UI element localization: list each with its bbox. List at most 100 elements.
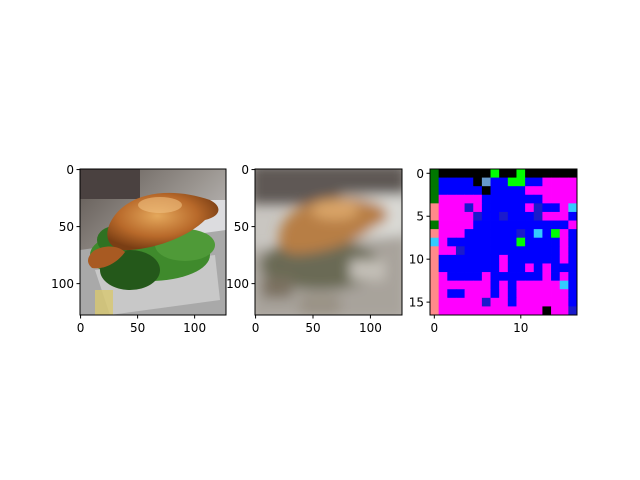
heatmap-cell	[499, 203, 509, 213]
heatmap-cell	[490, 254, 500, 264]
heatmap-cell	[568, 229, 577, 239]
heatmap-cell	[455, 203, 465, 213]
heatmap-cell	[464, 280, 474, 290]
heatmap-cell	[447, 211, 457, 221]
heatmap-cell	[551, 169, 561, 178]
heatmap-cell	[525, 289, 535, 299]
heatmap-cell	[525, 203, 535, 213]
heatmap-cell	[533, 297, 543, 307]
heatmap-cell	[455, 306, 465, 315]
heatmap-cell	[438, 246, 448, 256]
heatmap-cell	[525, 272, 535, 282]
heatmap-cell	[464, 272, 474, 282]
heatmap-cell	[438, 211, 448, 221]
heatmap-cell	[473, 186, 483, 196]
heatmap-cell	[533, 194, 543, 204]
heatmap-cell	[499, 177, 509, 187]
heatmap-cell	[499, 297, 509, 307]
heatmap-cell	[542, 306, 552, 315]
heatmap-cell	[481, 297, 491, 307]
heatmap-cell	[447, 289, 457, 299]
heatmap-cell	[481, 306, 491, 315]
heatmap-cell	[447, 306, 457, 315]
heatmap-cell	[490, 237, 500, 247]
heatmap-cell	[533, 177, 543, 187]
heatmap-cell	[542, 229, 552, 239]
heatmap-cell	[481, 254, 491, 264]
heatmap-cell	[533, 169, 543, 178]
heatmap-cell	[447, 169, 457, 178]
x-tick-label: 100	[359, 321, 382, 335]
heatmap-cell	[542, 237, 552, 247]
heatmap-cell	[542, 186, 552, 196]
heatmap-cell	[533, 186, 543, 196]
heatmap-cell	[542, 254, 552, 264]
heatmap-cell	[568, 297, 577, 307]
heatmap-cell	[447, 280, 457, 290]
heatmap-cell	[542, 203, 552, 213]
heatmap-cell	[516, 220, 526, 230]
heatmap-cell	[559, 194, 569, 204]
heatmap-cell	[525, 211, 535, 221]
heatmap-cell	[525, 297, 535, 307]
heatmap-cell	[551, 280, 561, 290]
x-tick-label: 50	[305, 321, 320, 335]
heatmap-cell	[490, 229, 500, 239]
heatmap-cell	[430, 186, 440, 196]
heatmap-cell	[490, 211, 500, 221]
heatmap-cell	[499, 169, 509, 178]
heatmap-cell	[438, 194, 448, 204]
heatmap-cell	[516, 229, 526, 239]
heatmap-cell	[516, 254, 526, 264]
x-tick-label: 0	[77, 321, 85, 335]
x-tick-label: 0	[252, 321, 260, 335]
heatmap-cell	[490, 280, 500, 290]
heatmap-cell	[533, 229, 543, 239]
heatmap-panel: 0 10 0 5 10 15	[409, 167, 578, 335]
heatmap-cell	[507, 246, 517, 256]
heatmap-cell	[464, 246, 474, 256]
heatmap-cell	[430, 169, 440, 178]
heatmap-cells	[430, 169, 577, 315]
heatmap-cell	[507, 229, 517, 239]
y-tick-label: 0	[241, 163, 249, 177]
heatmap-cell	[568, 246, 577, 256]
heatmap-cell	[568, 220, 577, 230]
heatmap-cell	[464, 220, 474, 230]
y-tick-label: 5	[416, 210, 424, 224]
x-tick-label: 0	[431, 321, 439, 335]
heatmap-cell	[507, 280, 517, 290]
heatmap-cell	[568, 289, 577, 299]
heatmap-cell	[447, 237, 457, 247]
heatmap-cell	[568, 280, 577, 290]
heatmap-cell	[516, 177, 526, 187]
heatmap-cell	[551, 297, 561, 307]
heatmap-cell	[481, 237, 491, 247]
photo-reconstruction	[255, 169, 402, 315]
heatmap-cell	[551, 263, 561, 273]
heatmap-cell	[490, 297, 500, 307]
heatmap-cell	[516, 297, 526, 307]
heatmap-cell	[499, 272, 509, 282]
heatmap-cell	[533, 289, 543, 299]
y-tick-label: 50	[59, 220, 74, 234]
heatmap-cell	[481, 203, 491, 213]
heatmap-cell	[455, 272, 465, 282]
heatmap-cell	[430, 237, 440, 247]
heatmap-cell	[568, 211, 577, 221]
heatmap-cell	[559, 272, 569, 282]
heatmap-cell	[473, 220, 483, 230]
heatmap-cell	[542, 263, 552, 273]
heatmap-cell	[430, 229, 440, 239]
y-tick-label: 15	[409, 296, 424, 310]
heatmap-cell	[533, 254, 543, 264]
heatmap-cell	[551, 237, 561, 247]
heatmap-cell	[473, 263, 483, 273]
heatmap-cell	[447, 177, 457, 187]
heatmap-cell	[438, 229, 448, 239]
heatmap-cell	[568, 186, 577, 196]
heatmap-cell	[490, 306, 500, 315]
heatmap-cell	[568, 306, 577, 315]
heatmap-cell	[551, 289, 561, 299]
heatmap-cell	[438, 272, 448, 282]
